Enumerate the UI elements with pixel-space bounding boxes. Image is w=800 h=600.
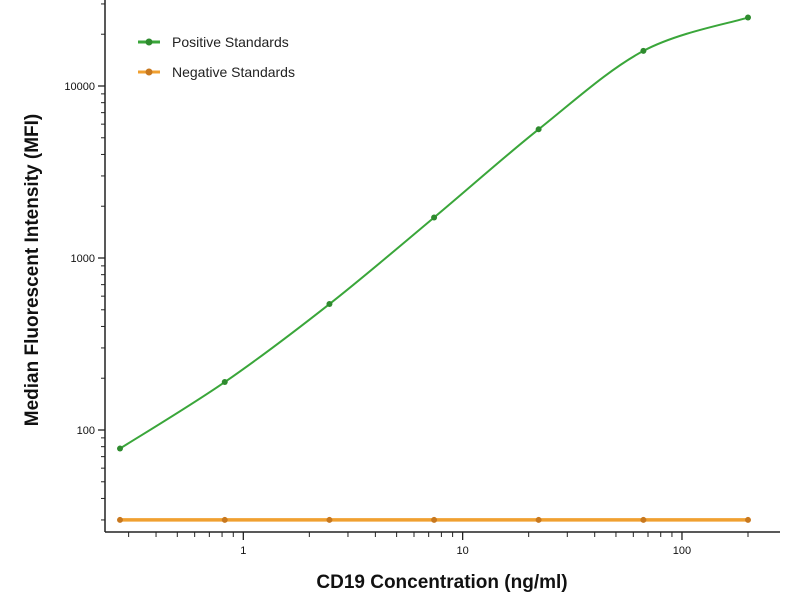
positive-data-point bbox=[535, 126, 542, 133]
negative-data-point bbox=[535, 516, 542, 523]
y-axis-title: Median Fluorescent Intensity (MFI) bbox=[22, 114, 43, 426]
positive-data-point bbox=[640, 47, 647, 54]
legend-marker bbox=[145, 68, 153, 76]
legend-label: Negative Standards bbox=[172, 64, 295, 80]
series-layer bbox=[117, 14, 751, 523]
positive-data-point bbox=[117, 445, 123, 452]
negative-data-point bbox=[117, 516, 123, 523]
positive-data-point bbox=[326, 301, 333, 308]
negative-data-point bbox=[640, 516, 647, 523]
y-tick-label: 1000 bbox=[71, 253, 95, 265]
x-tick-label: 10 bbox=[457, 545, 469, 557]
positive-data-point bbox=[745, 14, 751, 21]
negative-data-point bbox=[745, 516, 751, 523]
x-axis-ticks: 1 10 100 bbox=[128, 532, 749, 557]
negative-data-point bbox=[221, 516, 228, 523]
positive-data-point bbox=[431, 214, 438, 221]
legend-marker bbox=[145, 38, 153, 46]
legend: Positive Standards Negative Standards bbox=[138, 34, 295, 80]
y-tick-label: 10000 bbox=[64, 81, 95, 93]
positive-data-point bbox=[221, 379, 228, 386]
negative-data-point bbox=[326, 516, 333, 523]
negative-data-point bbox=[431, 516, 438, 523]
x-tick-label: 1 bbox=[240, 545, 246, 557]
positive-standards-line bbox=[119, 16, 749, 450]
x-tick-label: 100 bbox=[673, 545, 691, 557]
legend-label: Positive Standards bbox=[172, 34, 289, 50]
y-tick-label: 100 bbox=[77, 425, 95, 437]
y-axis-ticks: 100 1000 10000 bbox=[64, 3, 105, 521]
x-axis-title: CD19 Concentration (ng/ml) bbox=[316, 572, 567, 593]
